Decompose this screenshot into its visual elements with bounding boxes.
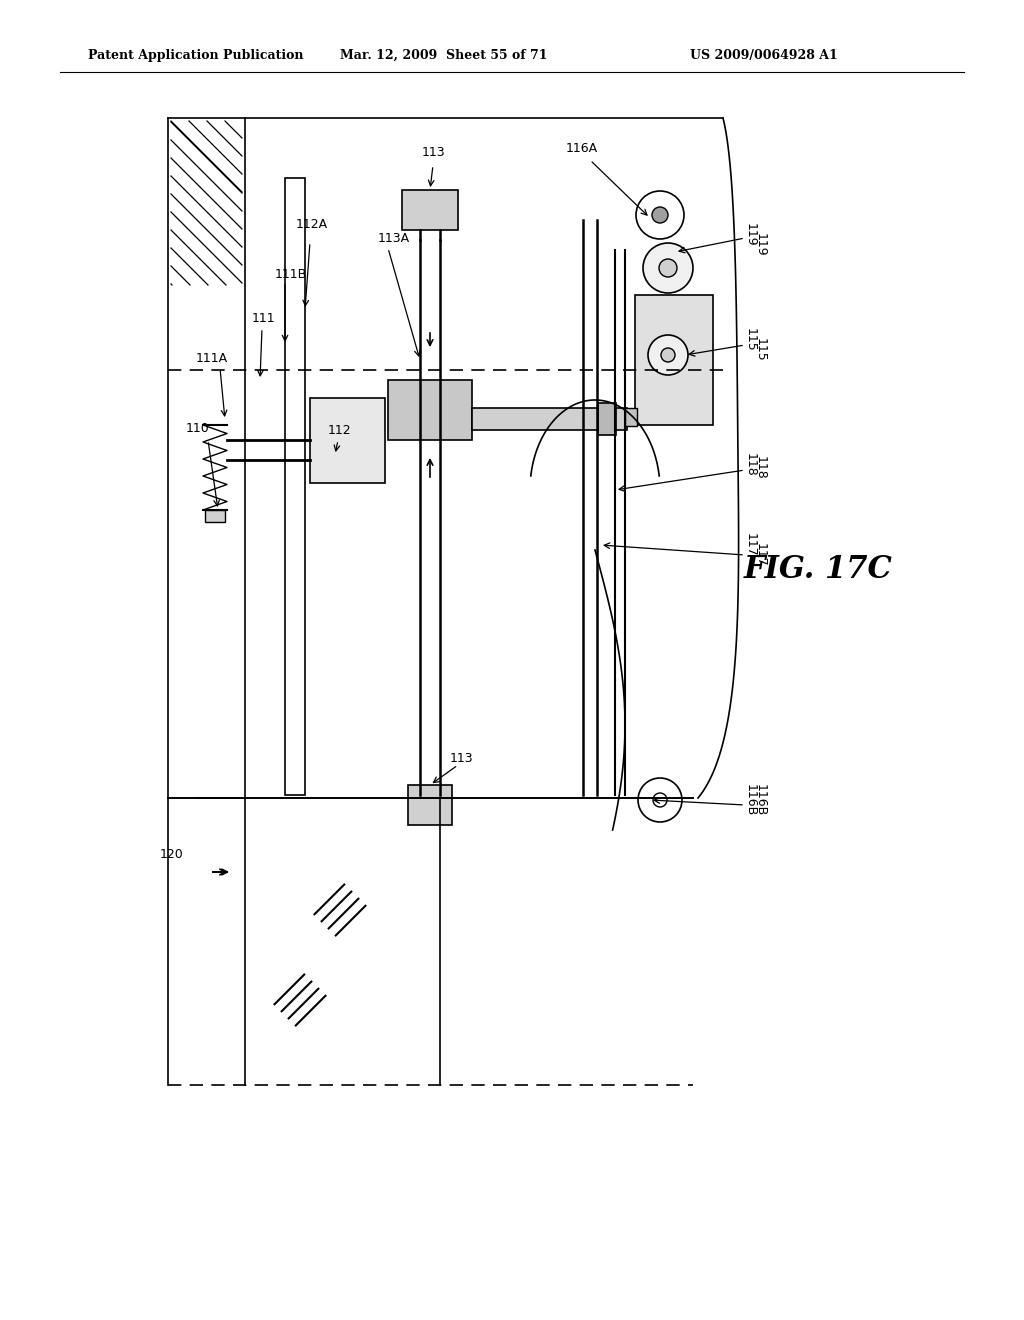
Bar [408, 785, 452, 825]
Text: 120: 120 [160, 849, 183, 862]
Bar [472, 408, 627, 430]
Text: Patent Application Publication: Patent Application Publication [88, 49, 303, 62]
Circle shape [648, 335, 688, 375]
Bar [635, 294, 713, 425]
Text: 118: 118 [743, 453, 757, 477]
Text: 119: 119 [743, 223, 757, 247]
Text: 113: 113 [450, 751, 474, 764]
Circle shape [659, 259, 677, 277]
Text: 116B: 116B [754, 784, 767, 816]
Text: 116A: 116A [566, 141, 598, 154]
Text: 115: 115 [754, 338, 767, 362]
Bar [598, 403, 616, 436]
Text: 117: 117 [754, 543, 767, 566]
Text: 118: 118 [754, 457, 767, 480]
Circle shape [653, 793, 667, 807]
Bar [625, 408, 637, 426]
Circle shape [652, 207, 668, 223]
Text: 115: 115 [743, 329, 757, 352]
Text: 111B: 111B [275, 268, 307, 281]
Text: 113A: 113A [378, 231, 411, 244]
Circle shape [662, 348, 675, 362]
Text: 117: 117 [743, 533, 757, 557]
Bar [310, 399, 385, 483]
Text: 113: 113 [421, 145, 444, 158]
Bar [388, 380, 472, 440]
Text: Mar. 12, 2009  Sheet 55 of 71: Mar. 12, 2009 Sheet 55 of 71 [340, 49, 548, 62]
Text: 111A: 111A [196, 351, 228, 364]
Bar [402, 190, 458, 230]
Bar [205, 510, 225, 521]
Circle shape [636, 191, 684, 239]
Text: 111: 111 [252, 312, 275, 325]
Bar [285, 178, 305, 795]
Circle shape [643, 243, 693, 293]
Text: 110: 110 [186, 421, 210, 434]
Circle shape [638, 777, 682, 822]
Text: 112: 112 [328, 424, 351, 437]
Text: FIG. 17C: FIG. 17C [743, 554, 892, 586]
Text: 119: 119 [754, 234, 767, 257]
Text: 112A: 112A [296, 219, 328, 231]
Text: US 2009/0064928 A1: US 2009/0064928 A1 [690, 49, 838, 62]
Text: 116B: 116B [743, 784, 757, 816]
